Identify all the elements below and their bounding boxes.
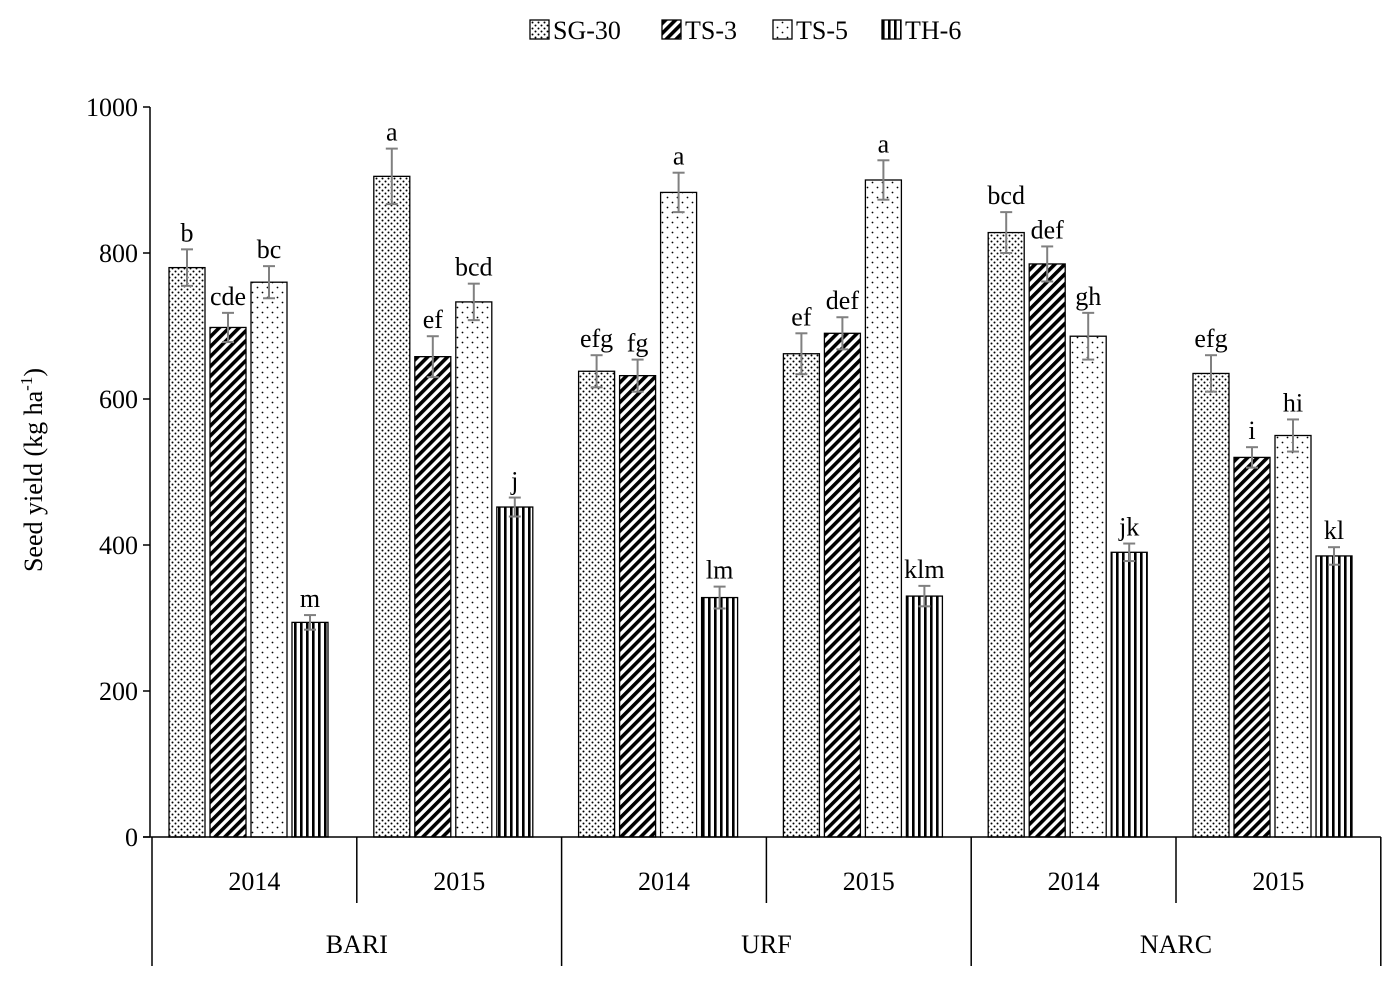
x-site-label: NARC bbox=[1140, 930, 1212, 959]
bar-th-6 bbox=[291, 621, 329, 838]
bar-th-6 bbox=[700, 596, 739, 838]
bar-sg-30 bbox=[373, 175, 411, 838]
significance-label: j bbox=[510, 467, 518, 496]
bar-sg-30 bbox=[782, 353, 821, 838]
x-year-label: 2015 bbox=[433, 867, 485, 896]
significance-label: def bbox=[826, 286, 860, 315]
significance-label: jk bbox=[1118, 513, 1139, 542]
significance-label: def bbox=[1031, 215, 1065, 244]
bar-ts-5 bbox=[1274, 434, 1312, 838]
bar-ts-5 bbox=[1069, 335, 1107, 838]
significance-label: ef bbox=[423, 305, 444, 334]
x-year-label: 2014 bbox=[638, 867, 690, 896]
significance-label: hi bbox=[1283, 388, 1303, 417]
bar-th-6 bbox=[905, 595, 944, 838]
significance-label: a bbox=[673, 142, 685, 171]
legend-label: TH-6 bbox=[905, 16, 961, 45]
bar-th-6 bbox=[1110, 551, 1148, 838]
significance-label: m bbox=[300, 584, 320, 613]
bar-th-6 bbox=[496, 506, 534, 838]
y-tick-label: 0 bbox=[125, 823, 138, 852]
significance-label: efg bbox=[1194, 324, 1227, 353]
significance-label: klm bbox=[904, 555, 944, 584]
x-site-label: BARI bbox=[326, 930, 388, 959]
significance-label: ef bbox=[791, 302, 812, 331]
bar-ts-3 bbox=[823, 332, 862, 838]
bar-ts-5 bbox=[455, 301, 493, 838]
x-year-label: 2014 bbox=[228, 867, 280, 896]
legend: SG-30 TS-3 TS-5 TH-6 bbox=[529, 16, 961, 45]
bar-ts-5 bbox=[659, 191, 698, 838]
y-axis-label: Seed yield (kg ha-1) bbox=[17, 368, 48, 572]
bar-sg-30 bbox=[987, 231, 1025, 838]
y-tick-label: 600 bbox=[99, 385, 138, 414]
y-tick-label: 400 bbox=[99, 531, 138, 560]
legend-swatch-th-6 bbox=[881, 19, 902, 40]
bar-ts-5 bbox=[250, 281, 288, 838]
y-tick-label: 800 bbox=[99, 239, 138, 268]
x-year-label: 2015 bbox=[843, 867, 895, 896]
significance-label: fg bbox=[627, 329, 649, 358]
significance-label: cde bbox=[210, 282, 246, 311]
legend-swatch-ts-5 bbox=[772, 19, 793, 40]
legend-swatch-sg-30 bbox=[529, 19, 550, 40]
bar-th-6 bbox=[1315, 555, 1353, 838]
bar-sg-30 bbox=[168, 266, 206, 838]
bar-ts-3 bbox=[1233, 456, 1271, 838]
significance-label: a bbox=[878, 129, 890, 158]
legend-label: TS-5 bbox=[796, 16, 848, 45]
significance-label: a bbox=[386, 118, 398, 147]
legend-label: SG-30 bbox=[553, 16, 621, 45]
legend-swatch-ts-3 bbox=[661, 19, 682, 40]
legend-label: TS-3 bbox=[685, 16, 737, 45]
bar-ts-3 bbox=[1028, 263, 1066, 838]
x-axis: 2014 2015 BARI 2014 2015 URF 2014 2015 NARC bbox=[143, 836, 1382, 966]
significance-label: efg bbox=[580, 324, 613, 353]
significance-label: gh bbox=[1075, 282, 1101, 311]
significance-label: bc bbox=[257, 235, 282, 264]
bar-ts-3 bbox=[618, 374, 657, 838]
x-site-label: URF bbox=[741, 930, 792, 959]
significance-label: i bbox=[1248, 416, 1255, 445]
bar-ts-5 bbox=[864, 179, 903, 838]
x-year-label: 2014 bbox=[1048, 867, 1100, 896]
bar-ts-3 bbox=[209, 326, 247, 838]
bar-ts-3 bbox=[414, 356, 452, 838]
y-tick-label: 1000 bbox=[86, 93, 138, 122]
significance-label: b bbox=[181, 218, 194, 247]
y-axis: 0 200 400 600 800 1000 bbox=[86, 93, 151, 852]
significance-label: kl bbox=[1324, 516, 1344, 545]
y-tick-label: 200 bbox=[99, 677, 138, 706]
significance-label: bcd bbox=[987, 181, 1025, 210]
significance-label: bcd bbox=[455, 253, 493, 282]
significance-label: lm bbox=[706, 556, 733, 585]
bar-sg-30 bbox=[577, 370, 616, 838]
bar-sg-30 bbox=[1192, 372, 1230, 838]
x-year-label: 2015 bbox=[1252, 867, 1304, 896]
